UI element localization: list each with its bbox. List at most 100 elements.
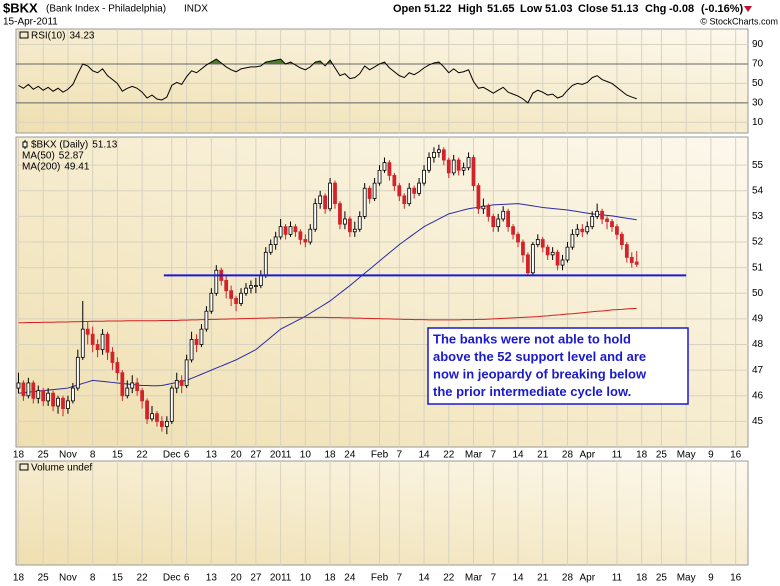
candle-body <box>461 167 466 171</box>
candle-body <box>313 203 318 230</box>
candle-body <box>362 187 367 217</box>
y-tick-label: 51 <box>752 262 764 273</box>
y-tick-label: 45 <box>752 416 764 427</box>
candle-body <box>634 261 639 265</box>
candle-body <box>486 205 491 217</box>
marks <box>16 58 687 435</box>
candle-body <box>432 151 436 158</box>
chg-pct: (-0.16%) <box>701 3 744 15</box>
candle-body <box>61 397 65 409</box>
x-tick-label: Apr <box>579 573 595 584</box>
candle-body <box>526 254 530 274</box>
candle-body <box>51 392 55 407</box>
x-tick-label: 22 <box>443 573 455 584</box>
candle-body <box>308 228 313 243</box>
candle-body <box>417 182 421 194</box>
candle-body <box>318 195 323 205</box>
candle-body <box>629 257 634 263</box>
high-label: High <box>458 3 483 15</box>
legend-label: RSI(10) <box>31 31 65 42</box>
x-tick-label: 10 <box>300 573 312 584</box>
exchange: INDX <box>184 4 208 15</box>
legend-swatch <box>19 31 29 39</box>
x-tick-label: 18 <box>325 450 337 461</box>
x-tick-label: 7 <box>397 573 403 584</box>
candle-body <box>303 239 308 243</box>
low-value: 51.03 <box>545 3 573 15</box>
candle-body <box>115 362 120 374</box>
legend-value: 52.87 <box>59 151 84 162</box>
candle-body <box>21 382 26 397</box>
candle-body <box>357 216 362 230</box>
candle-body <box>273 236 278 246</box>
candle-body <box>451 159 456 174</box>
x-tick-label: 18 <box>13 573 25 584</box>
legend-value: 34.23 <box>69 31 94 42</box>
annotation-text: above the 52 support level and are <box>433 349 646 364</box>
x-tick-label: Nov <box>59 450 77 461</box>
candle-body <box>253 285 258 287</box>
candle-body <box>90 333 95 345</box>
candle-body <box>382 162 387 171</box>
candle-body <box>550 251 555 256</box>
candle-body <box>377 169 382 184</box>
candle-body <box>263 251 268 276</box>
symbol: $BKX <box>3 0 38 15</box>
x-tick-label: 11 <box>612 573 623 584</box>
candle-body <box>412 187 417 194</box>
x-tick-label: 14 <box>418 573 430 584</box>
candle-body <box>16 382 21 389</box>
rsi-line <box>18 58 637 104</box>
open-label: Open <box>393 3 421 15</box>
moving-average-line <box>18 307 637 324</box>
candle-body <box>481 205 486 210</box>
candle-body <box>530 244 535 274</box>
candle-body <box>466 157 471 169</box>
candle-body <box>194 338 199 345</box>
candle-body <box>56 397 60 407</box>
candle-body <box>105 333 110 353</box>
x-tick-label: 14 <box>418 450 430 461</box>
annotation-box <box>427 327 689 405</box>
candle-body <box>75 356 80 389</box>
x-tick-label: 18 <box>325 573 337 584</box>
candle-body <box>130 382 135 389</box>
x-tick-label: 2011 <box>270 573 292 584</box>
candle-body <box>516 233 520 243</box>
candle-body <box>427 157 431 171</box>
candle-body <box>80 328 85 358</box>
x-tick-label: 6 <box>184 450 190 461</box>
candle-body <box>367 187 372 199</box>
y-tick-label: 50 <box>752 288 764 299</box>
candle-body <box>323 195 328 210</box>
candle-body <box>619 233 624 246</box>
candle-body <box>204 310 209 330</box>
x-tick-label: 21 <box>537 573 549 584</box>
close-label: Close <box>578 3 608 15</box>
candle-body <box>343 218 347 225</box>
rsi-panel <box>15 28 749 134</box>
high-value: 51.65 <box>487 3 515 15</box>
candle-body <box>535 239 540 246</box>
candle-body <box>135 382 140 392</box>
x-tick-label: 18 <box>13 450 25 461</box>
annotation-text: The banks were not able to hold <box>433 331 631 346</box>
y-tick-label: 55 <box>752 160 764 171</box>
annotation-text: now in jeopardy of breaking below <box>433 366 647 381</box>
candle-body <box>506 210 511 228</box>
candle-body <box>244 287 248 294</box>
y-tick-label: 49 <box>752 314 764 325</box>
x-tick-label: 8 <box>90 450 96 461</box>
candle-body <box>164 420 169 427</box>
candle-body <box>26 382 31 397</box>
x-tick-label: 20 <box>231 450 243 461</box>
x-tick-label: 9 <box>708 573 714 584</box>
candle-body <box>545 246 550 256</box>
candle-body <box>278 226 283 238</box>
close-value: 51.13 <box>611 3 639 15</box>
x-tick-label: 24 <box>344 573 356 584</box>
x-tick-label: 7 <box>491 573 497 584</box>
candle-body <box>36 390 41 399</box>
candle-body <box>150 413 154 420</box>
